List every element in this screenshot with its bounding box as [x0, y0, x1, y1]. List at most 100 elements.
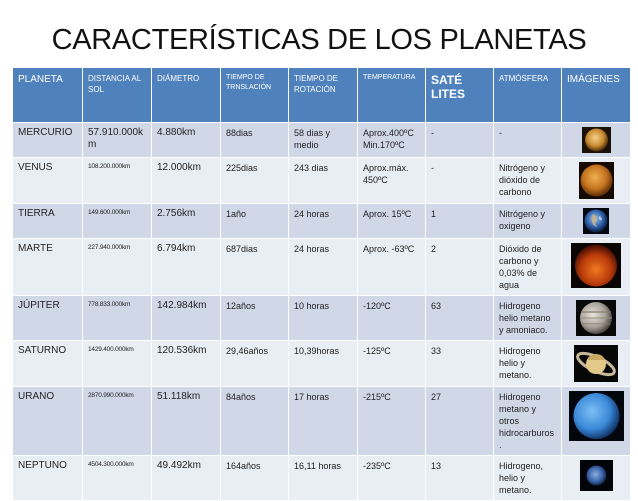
table-row: SATURNO 1429.400.000km 120.536km 29,46añ… — [12, 340, 631, 387]
cell-rotacion: 24 horas — [288, 203, 358, 239]
cell-planeta: VENUS — [12, 157, 83, 204]
table-row: URANO 2870.990.000km 51.118km 84años 17 … — [12, 386, 631, 456]
table-row: VENUS 108.200.000km 12.000km 225dias 243… — [12, 157, 631, 204]
cell-satelites: 27 — [425, 386, 494, 456]
cell-traslacion: 29,46años — [220, 340, 289, 387]
cell-satelites: 33 — [425, 340, 494, 387]
cell-distancia: 149.600.000km — [82, 203, 152, 239]
cell-satelites: 63 — [425, 295, 494, 341]
cell-diametro: 120.536km — [151, 340, 221, 387]
venus-image — [578, 162, 614, 199]
uranus-image — [568, 391, 624, 441]
cell-traslacion: 84años — [220, 386, 289, 456]
cell-imagen — [561, 340, 631, 387]
cell-planeta: MERCURIO — [12, 122, 83, 158]
cell-satelites: 2 — [425, 238, 494, 296]
cell-distancia: 778.833.000km — [82, 295, 152, 341]
cell-atmosfera: Hidrogeno helio metano y amoniaco. — [493, 295, 562, 341]
table-row: MERCURIO 57.910.000km 4.880km 88dias 58 … — [12, 122, 631, 158]
cell-rotacion: 58 dias y medio — [288, 122, 358, 158]
cell-imagen — [561, 122, 631, 158]
cell-diametro: 49.492km — [151, 455, 221, 501]
cell-atmosfera: Dióxido de carbono y 0,03% de agua — [493, 238, 562, 296]
cell-temperatura: Aprox. -63ºC — [357, 238, 426, 296]
earth-image — [583, 208, 609, 234]
cell-satelites: - — [425, 122, 494, 158]
page-title: CARACTERÍSTICAS DE LOS PLANETAS — [51, 24, 587, 56]
saturn-image — [574, 345, 618, 382]
cell-temperatura: -235ºC — [357, 455, 426, 501]
cell-diametro: 12.000km — [151, 157, 221, 204]
header-satelites: SATÉ LITES — [425, 67, 494, 123]
cell-traslacion: 88dias — [220, 122, 289, 158]
table-row: NEPTUNO 4504.300.000km 49.492km 164años … — [12, 455, 631, 501]
cell-diametro: 142.984km — [151, 295, 221, 341]
cell-atmosfera: Nitrógeno y oxigeno — [493, 203, 562, 239]
mars-image — [571, 243, 621, 288]
cell-planeta: NEPTUNO — [12, 455, 83, 501]
cell-temperatura: Aprox.máx. 450ºC — [357, 157, 426, 204]
cell-planeta: MARTE — [12, 238, 83, 296]
neptune-image — [579, 460, 613, 491]
header-diametro: DIÁMETRO — [151, 67, 221, 123]
cell-satelites: 13 — [425, 455, 494, 501]
cell-traslacion: 164años — [220, 455, 289, 501]
cell-diametro: 6.794km — [151, 238, 221, 296]
cell-temperatura: Aprox.400ºC Min.170ºC — [357, 122, 426, 158]
cell-atmosfera: Hidrogeno, helio y metano. — [493, 455, 562, 501]
cell-diametro: 2.756km — [151, 203, 221, 239]
planets-table: PLANETA DISTANCIA AL SOL DIÁMETRO TIEMPO… — [12, 67, 631, 501]
cell-traslacion: 687dias — [220, 238, 289, 296]
header-distancia: DISTANCIA AL SOL — [82, 67, 152, 123]
cell-temperatura: -215ºC — [357, 386, 426, 456]
cell-diametro: 51.118km — [151, 386, 221, 456]
cell-rotacion: 24 horas — [288, 238, 358, 296]
cell-diametro: 4.880km — [151, 122, 221, 158]
cell-traslacion: 225dias — [220, 157, 289, 204]
mercury-image — [581, 127, 611, 153]
cell-satelites: - — [425, 157, 494, 204]
cell-imagen — [561, 157, 631, 204]
cell-rotacion: 243 dias — [288, 157, 358, 204]
cell-atmosfera: - — [493, 122, 562, 158]
cell-imagen — [561, 238, 631, 296]
cell-imagen — [561, 295, 631, 341]
cell-satelites: 1 — [425, 203, 494, 239]
jupiter-image — [576, 300, 616, 336]
table-row: JÚPITER 778.833.000km 142.984km 12años 1… — [12, 295, 631, 341]
cell-imagen — [561, 203, 631, 239]
cell-atmosfera: Nitrógeno y dióxido de carbono — [493, 157, 562, 204]
table-row: TIERRA 149.600.000km 2.756km 1año 24 hor… — [12, 203, 631, 239]
cell-traslacion: 1año — [220, 203, 289, 239]
cell-atmosfera: Hidrogeno metano y otros hidrocarburos . — [493, 386, 562, 456]
cell-distancia: 1429.400.000km — [82, 340, 152, 387]
header-atmosfera: ATMÓSFERA — [493, 67, 562, 123]
cell-planeta: TIERRA — [12, 203, 83, 239]
cell-distancia: 57.910.000km — [82, 122, 152, 158]
cell-rotacion: 16,11 horas — [288, 455, 358, 501]
cell-distancia: 4504.300.000km — [82, 455, 152, 501]
cell-rotacion: 10 horas — [288, 295, 358, 341]
cell-imagen — [561, 455, 631, 501]
cell-planeta: JÚPITER — [12, 295, 83, 341]
cell-imagen — [561, 386, 631, 456]
cell-distancia: 2870.990.000km — [82, 386, 152, 456]
cell-temperatura: -120ºC — [357, 295, 426, 341]
cell-temperatura: -125ºC — [357, 340, 426, 387]
cell-temperatura: Aprox. 15ºC — [357, 203, 426, 239]
cell-distancia: 227.940.000km — [82, 238, 152, 296]
cell-planeta: SATURNO — [12, 340, 83, 387]
table-row: MARTE 227.940.000km 6.794km 687dias 24 h… — [12, 238, 631, 296]
cell-rotacion: 17 horas — [288, 386, 358, 456]
cell-rotacion: 10,39horas — [288, 340, 358, 387]
header-imagenes: IMÁGENES — [561, 67, 631, 123]
header-planeta: PLANETA — [12, 67, 83, 123]
header-temperatura: TEMPERATURA — [357, 67, 426, 123]
header-rotacion: TIEMPO DE ROTACIÓN — [288, 67, 358, 123]
cell-planeta: URANO — [12, 386, 83, 456]
cell-distancia: 108.200.000km — [82, 157, 152, 204]
cell-atmosfera: Hidrogeno helio y metano. — [493, 340, 562, 387]
table-header-row: PLANETA DISTANCIA AL SOL DIÁMETRO TIEMPO… — [12, 67, 631, 123]
header-traslacion: TIEMPO DE TRNSLACIÓN — [220, 67, 289, 123]
cell-traslacion: 12años — [220, 295, 289, 341]
